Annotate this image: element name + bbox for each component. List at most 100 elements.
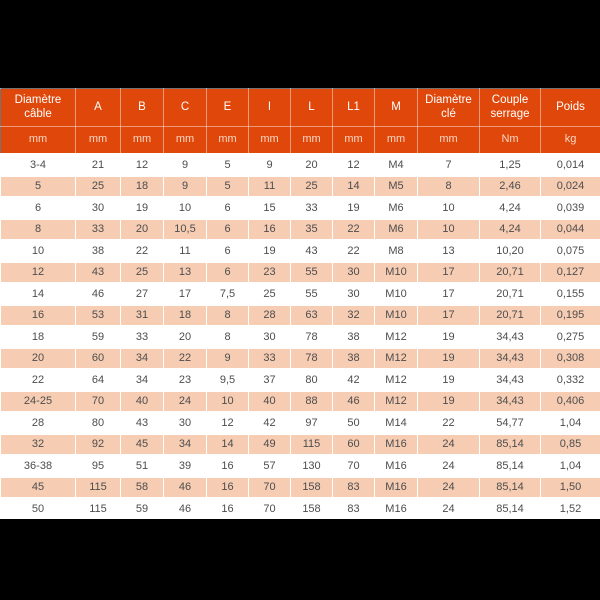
table-cell: 36-38: [0, 454, 76, 477]
col-unit: mm: [120, 126, 164, 155]
table-cell: 4,24: [479, 217, 541, 240]
table-cell: 38: [332, 346, 375, 369]
table-cell: 22: [163, 346, 207, 369]
table-cell: 97: [290, 411, 333, 434]
table-cell: 34: [120, 368, 164, 391]
col-header: Diamètre clé: [417, 88, 480, 127]
table-cell: 0,406: [540, 389, 600, 412]
column-header-row: Diamètre câble A B C E I L L1 M Diamètre clé Coupl…: [0, 88, 600, 127]
table-cell: 85,14: [479, 454, 541, 477]
table-cell: 80: [75, 411, 121, 434]
table-cell: 17: [417, 260, 480, 283]
table-cell: 13: [417, 239, 480, 262]
col-unit: mm: [332, 126, 375, 155]
table-cell: 88: [290, 389, 333, 412]
table-cell: 78: [290, 325, 333, 348]
table-cell: 63: [290, 303, 333, 326]
table-cell: 12: [332, 153, 375, 176]
table-cell: 20: [163, 325, 207, 348]
table-cell: 25: [290, 174, 333, 197]
table-cell: 95: [75, 454, 121, 477]
table-cell: M16: [374, 432, 418, 455]
table-cell: 0,024: [540, 174, 600, 197]
table-cell: 60: [75, 346, 121, 369]
col-header: A: [75, 88, 121, 127]
table-cell: 0,275: [540, 325, 600, 348]
col-header: E: [206, 88, 249, 127]
table-cell: 7: [417, 153, 480, 176]
table-cell: 18: [120, 174, 164, 197]
table-cell: 10: [417, 217, 480, 240]
table-cell: M16: [374, 475, 418, 498]
table-cell: 24: [417, 497, 480, 519]
table-cell: 92: [75, 432, 121, 455]
table-cell: 25: [75, 174, 121, 197]
table-cell: 53: [75, 303, 121, 326]
table-cell: 158: [290, 475, 333, 498]
table-cell: 19: [417, 325, 480, 348]
table-row: 14 46 27 17 7,5 25 55 30 M10 17 20,71 0,155: [0, 282, 600, 305]
table-cell: 5: [0, 174, 76, 197]
table-cell: 17: [417, 282, 480, 305]
table-cell: 46: [75, 282, 121, 305]
table-cell: 70: [75, 389, 121, 412]
table-row: 22 64 34 23 9,5 37 80 42 M12 19 34,43 0,332: [0, 368, 600, 391]
table-cell: 11: [248, 174, 291, 197]
table-cell: 17: [417, 303, 480, 326]
table-cell: 14: [0, 282, 76, 305]
table-cell: 1,52: [540, 497, 600, 519]
table-cell: 80: [290, 368, 333, 391]
table-cell: 0,155: [540, 282, 600, 305]
table-cell: M10: [374, 260, 418, 283]
table-cell: 55: [290, 260, 333, 283]
table-row: 6 30 19 10 6 15 33 19 M6 10 4,24 0,039: [0, 196, 600, 219]
col-unit: kg: [540, 126, 600, 155]
table-cell: 5: [206, 174, 249, 197]
table-cell: 158: [290, 497, 333, 519]
col-header: L1: [332, 88, 375, 127]
cable-gland-spec-table: Diamètre câble A B C E I L L1 M Diamètre clé Coupl…: [0, 88, 600, 519]
table-cell: 6: [206, 239, 249, 262]
table-cell: 14: [206, 432, 249, 455]
col-header: M: [374, 88, 418, 127]
table-cell: 20: [0, 346, 76, 369]
table-cell: 57: [248, 454, 291, 477]
table-cell: 16: [206, 454, 249, 477]
table-cell: 10: [206, 389, 249, 412]
table-cell: 0,195: [540, 303, 600, 326]
col-header: Poids: [540, 88, 600, 127]
table-row: 36-38 95 51 39 16 57 130 70 M16 24 85,14 1,04: [0, 454, 600, 477]
table-cell: 1,04: [540, 411, 600, 434]
table-cell: M6: [374, 196, 418, 219]
table-cell: 1,04: [540, 454, 600, 477]
table-cell: 3-4: [0, 153, 76, 176]
col-unit: Nm: [479, 126, 541, 155]
table-cell: 25: [120, 260, 164, 283]
table-cell: 0,044: [540, 217, 600, 240]
table-cell: 50: [332, 411, 375, 434]
table-cell: 12: [120, 153, 164, 176]
table-cell: 10: [417, 196, 480, 219]
table-cell: 28: [248, 303, 291, 326]
table-row: 50 115 59 46 16 70 158 83 M16 24 85,14 1,52: [0, 497, 600, 519]
table-cell: 14: [332, 174, 375, 197]
table-cell: 28: [0, 411, 76, 434]
table-cell: 25: [248, 282, 291, 305]
table-row: 16 53 31 18 8 28 63 32 M10 17 20,71 0,195: [0, 303, 600, 326]
table-cell: 23: [248, 260, 291, 283]
table-cell: 27: [120, 282, 164, 305]
table-cell: 115: [75, 475, 121, 498]
table-cell: 8: [0, 217, 76, 240]
table-cell: 0,014: [540, 153, 600, 176]
table-cell: M12: [374, 389, 418, 412]
table-cell: 10,20: [479, 239, 541, 262]
table-cell: 51: [120, 454, 164, 477]
table-cell: 20,71: [479, 260, 541, 283]
spec-table-container: Diamètre câble A B C E I L L1 M Diamètre clé Coupl…: [0, 88, 600, 519]
table-cell: 16: [206, 475, 249, 498]
col-header: Couple serrage: [479, 88, 541, 127]
col-header: Diamètre câble: [0, 88, 76, 127]
table-cell: 19: [120, 196, 164, 219]
table-cell: 64: [75, 368, 121, 391]
unit-header-row: mm mm mm mm mm mm mm mm mm mm Nm kg: [0, 126, 600, 155]
